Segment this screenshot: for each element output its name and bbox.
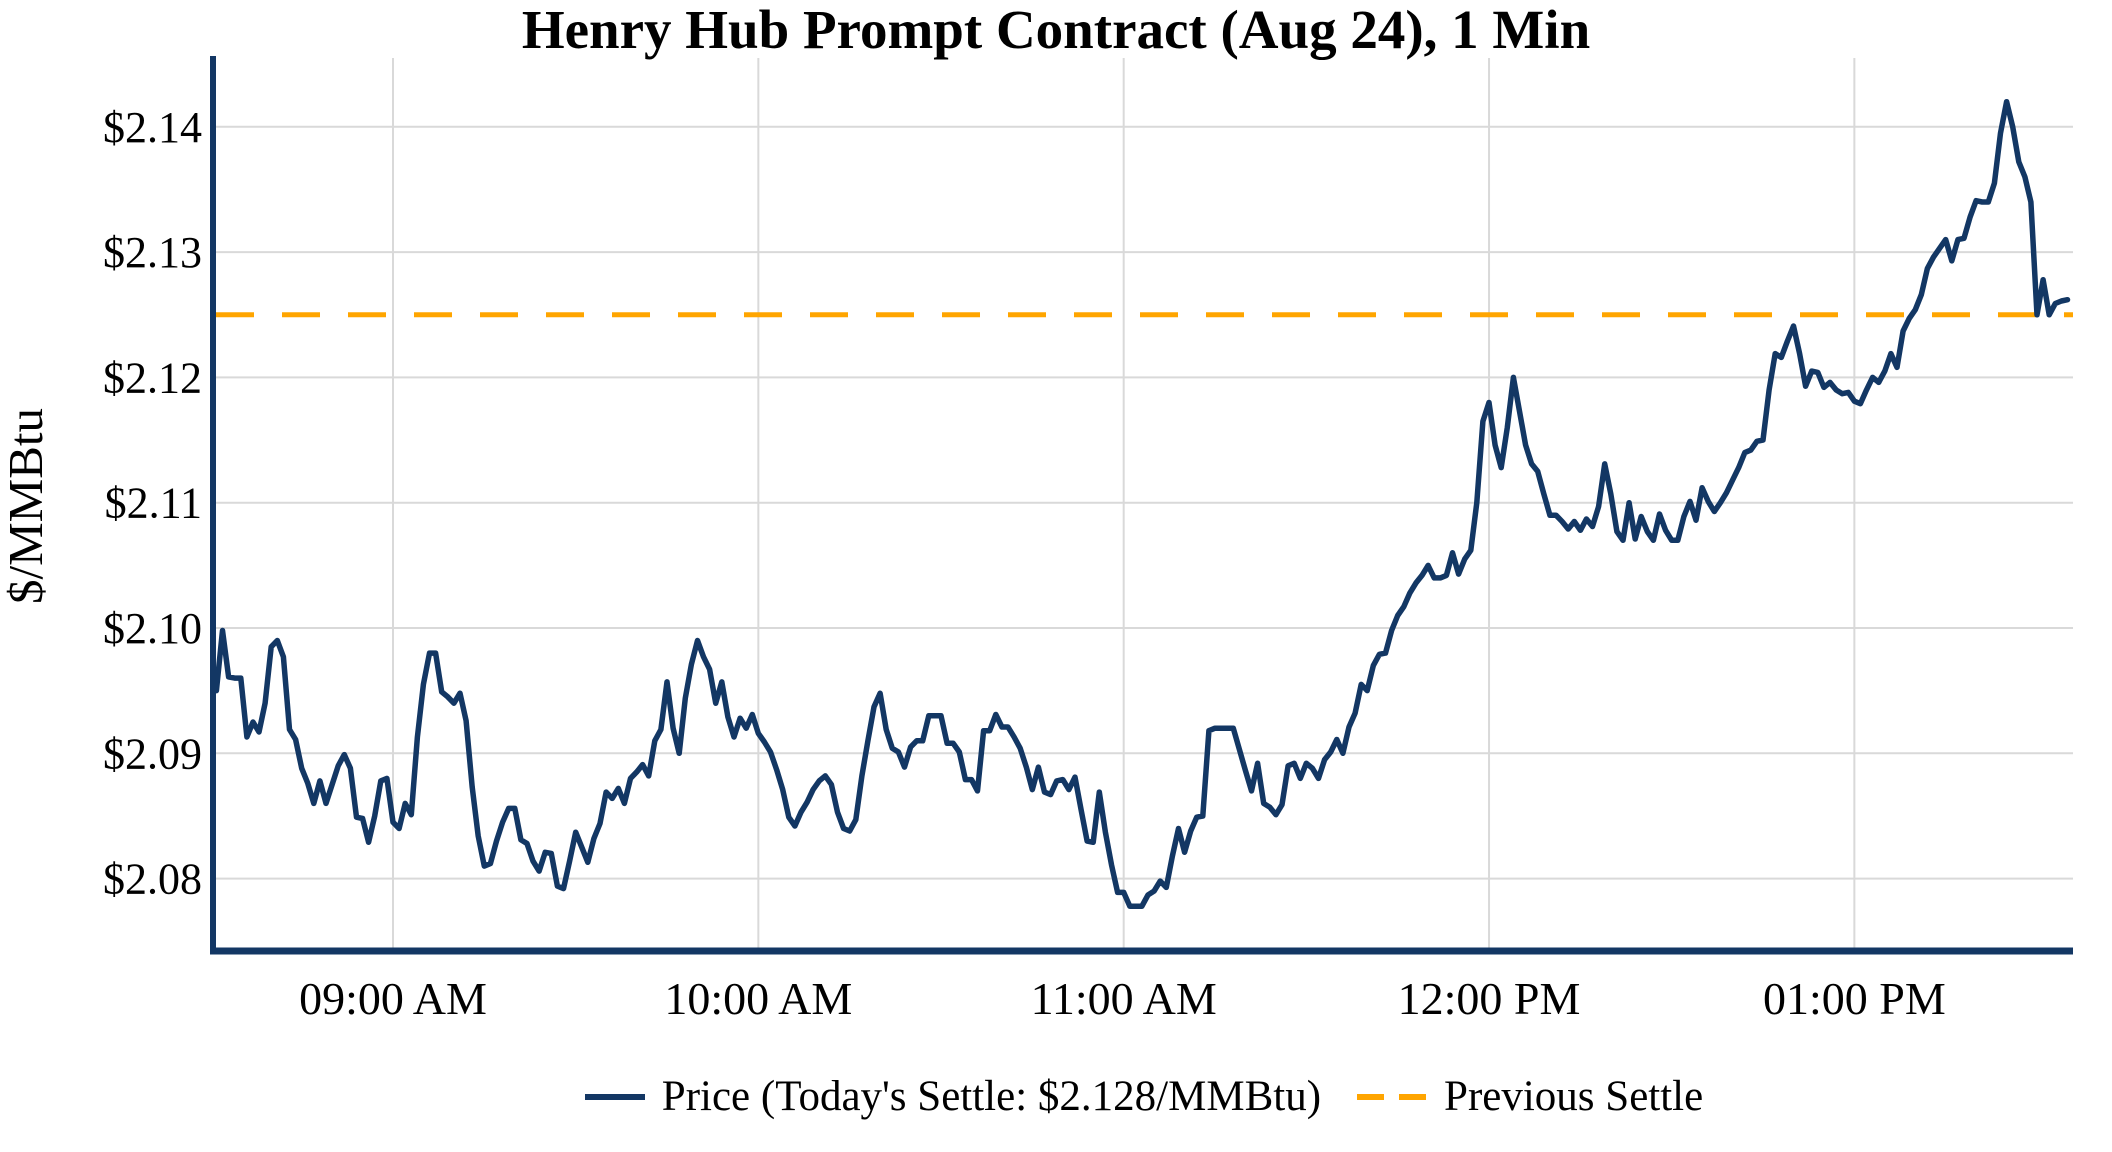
y-tick-label: $2.09	[103, 729, 202, 778]
y-tick-labels: $2.08 $2.09 $2.10 $2.11 $2.12 $2.13 $2.14	[103, 103, 202, 904]
y-tick-label: $2.14	[103, 103, 202, 152]
y-tick-label: $2.08	[103, 855, 202, 904]
axis-spines	[210, 56, 2073, 955]
x-tick-label: 12:00 PM	[1398, 973, 1581, 1024]
prev-settle-swatch-icon	[1357, 1093, 1428, 1100]
legend: Price (Today's Settle: $2.128/MMBtu) Pre…	[87, 1072, 2112, 1121]
y-axis-label: $/MMBtu	[0, 408, 53, 604]
y-tick-label: $2.12	[103, 353, 202, 402]
price-line	[213, 98, 2071, 909]
chart-title: Henry Hub Prompt Contract (Aug 24), 1 Mi…	[521, 0, 1591, 60]
x-tick-label: 01:00 PM	[1763, 973, 1946, 1024]
y-tick-label: $2.13	[103, 228, 202, 277]
y-tick-label: $2.11	[105, 479, 202, 528]
legend-price-label: Price (Today's Settle: $2.128/MMBtu)	[661, 1073, 1322, 1120]
y-tick-label: $2.10	[103, 604, 202, 653]
x-tick-label: 09:00 AM	[299, 973, 487, 1024]
price-line-group	[213, 98, 2071, 909]
x-tick-labels: 09:00 AM 10:00 AM 11:00 AM 12:00 PM 01:00 PM	[299, 973, 1946, 1024]
legend-prev-settle-label: Previous Settle	[1444, 1073, 1704, 1120]
legend-item-price: Price (Today's Settle: $2.128/MMBtu)	[583, 1072, 1321, 1121]
x-tick-label: 11:00 AM	[1031, 973, 1217, 1024]
price-line-swatch-icon	[584, 1093, 645, 1100]
legend-item-prev-settle: Previous Settle	[1355, 1072, 1703, 1121]
gridlines	[216, 58, 2073, 948]
x-tick-label: 10:00 AM	[664, 973, 852, 1024]
